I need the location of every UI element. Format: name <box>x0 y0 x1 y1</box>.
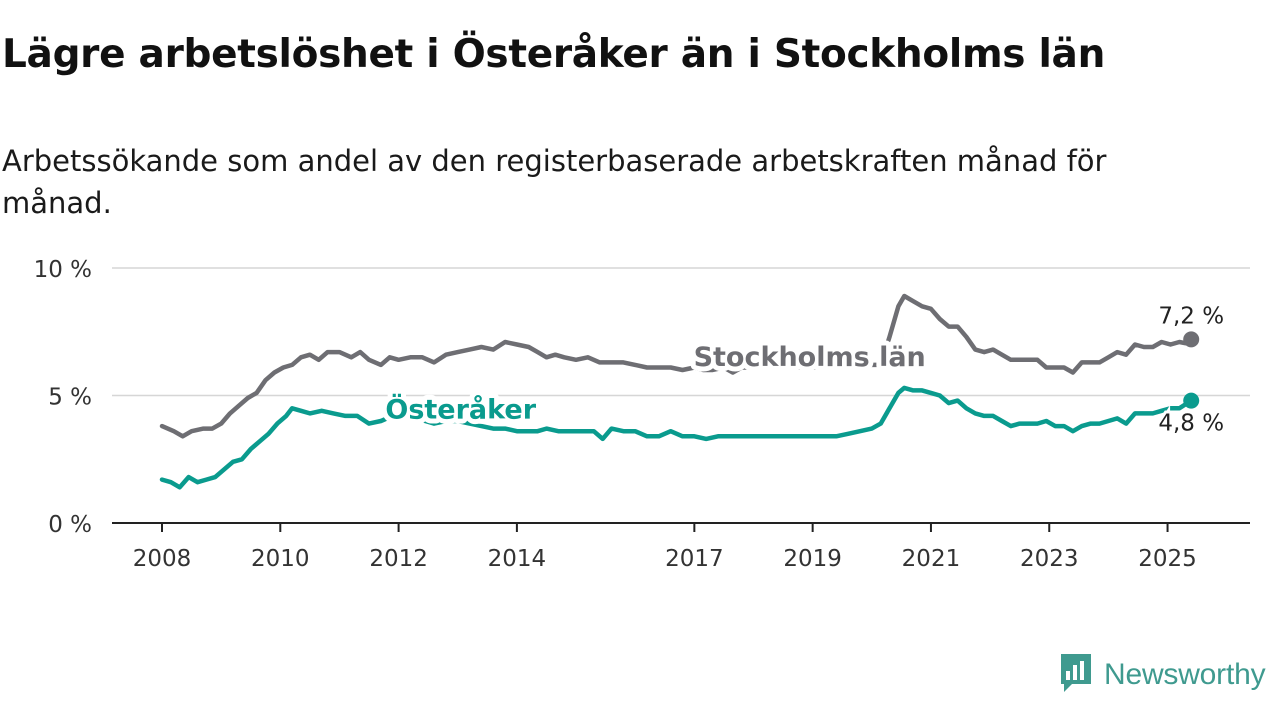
x-tick-label: 2021 <box>902 546 961 572</box>
x-axis: 2008 2010 2012 2014 2017 2019 2021 2023 2025 <box>112 522 1250 572</box>
newsworthy-logo: Newsworthy <box>1058 651 1266 699</box>
series-label-halo: Stockholms län <box>694 342 926 373</box>
y-tick-label: 10 % <box>34 257 92 283</box>
series-group <box>159 293 1194 490</box>
series-label-halo: Österåker <box>385 392 536 425</box>
brand-name: Newsworthy <box>1104 658 1266 691</box>
end-value-label: 7,2 % <box>1158 303 1224 329</box>
series-label: Österåker <box>385 392 536 425</box>
x-tick-label: 2017 <box>665 546 724 572</box>
end-point-marker <box>1183 331 1200 348</box>
x-tick-label: 2019 <box>783 546 842 572</box>
chart-title: Lägre arbetslöshet i Österåker än i Stoc… <box>2 32 1106 77</box>
chart-subtitle: Arbetssökande som andel av den registerb… <box>2 144 1107 220</box>
newsworthy-chart-bubble-icon <box>1058 651 1094 699</box>
end-point-marker <box>1183 392 1200 409</box>
x-tick-label: 2025 <box>1138 546 1197 572</box>
end-markers: 7,2 % 4,8 % <box>1155 300 1227 439</box>
series-line-osteraker <box>159 385 1194 490</box>
gridlines <box>112 267 1250 397</box>
y-tick-label: 5 % <box>48 385 92 411</box>
end-value-label: 4,8 % <box>1158 411 1224 437</box>
series-line-stockholm <box>159 293 1194 439</box>
x-tick-label: 2010 <box>251 546 310 572</box>
y-axis-ticks: 0 % 5 % 10 % <box>34 257 92 538</box>
x-tick-label: 2008 <box>133 546 192 572</box>
x-tick-label: 2014 <box>488 546 547 572</box>
series-label: Stockholms län <box>694 342 926 373</box>
x-tick-label: 2023 <box>1020 546 1079 572</box>
x-tick-label: 2012 <box>369 546 428 572</box>
y-tick-label: 0 % <box>48 512 92 538</box>
